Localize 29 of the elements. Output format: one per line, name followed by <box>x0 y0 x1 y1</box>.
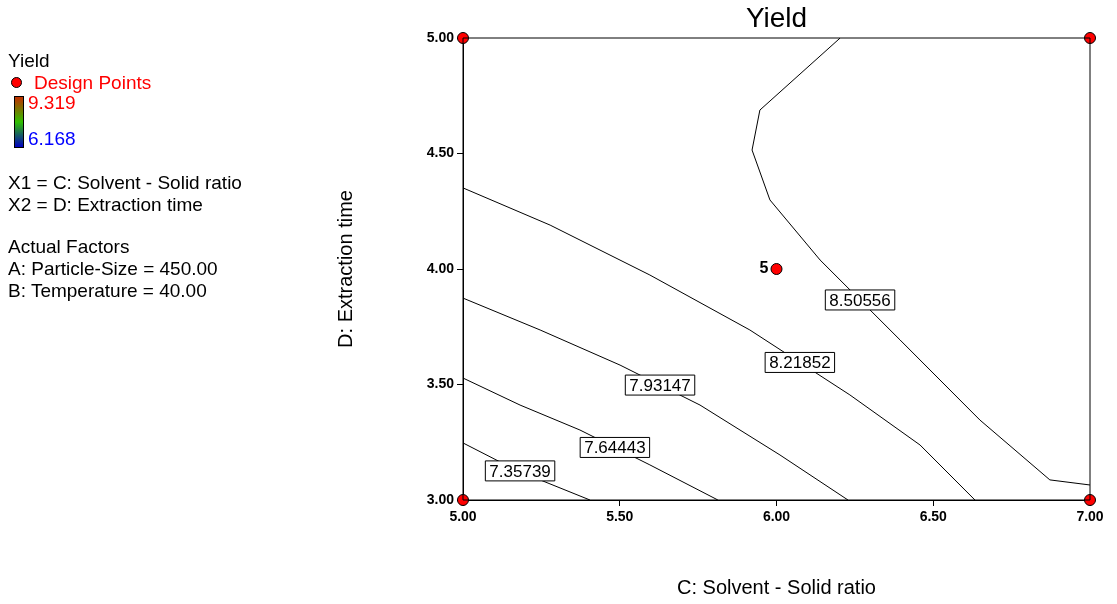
y-tick-label: 5.00 <box>426 28 455 45</box>
series-label: 7.64443 <box>584 438 646 458</box>
x-tick-label: 6.50 <box>919 508 948 525</box>
series-label: 8.50556 <box>829 290 891 310</box>
x-tick-label: 6.00 <box>762 508 791 525</box>
legend-title: Yield <box>8 50 51 72</box>
y-tick-label: 3.50 <box>426 375 455 392</box>
series-label: 8.21852 <box>769 353 831 373</box>
text: X1 = C: Solvent - Solid ratio <box>8 172 242 194</box>
text: A: Particle-Size = 450.00 <box>8 258 219 280</box>
x-tick-label: 7.00 <box>1076 508 1104 525</box>
y-tick-label: 3.00 <box>426 490 455 507</box>
y-axis-title: D: Extraction time <box>333 190 356 348</box>
text: 6.168 <box>28 128 76 150</box>
series-label: 7.93147 <box>629 375 691 395</box>
series-label: 7.35739 <box>489 461 551 481</box>
chart-title: Yield <box>744 2 809 34</box>
text: X2 = D: Extraction time <box>8 194 204 216</box>
y-tick-label: 4.00 <box>426 259 455 276</box>
point <box>770 263 783 275</box>
x-axis-title: C: Solvent - Solid ratio <box>677 575 876 598</box>
text: B: Temperature = 40.00 <box>8 280 208 302</box>
y-tick-label: 4.50 <box>426 144 455 161</box>
text: Actual Factors <box>8 236 131 258</box>
annotation: 5 <box>759 259 769 277</box>
x-tick-label: 5.00 <box>449 508 477 525</box>
legend-label: Design Points <box>33 72 153 94</box>
x-tick-label: 5.50 <box>606 508 634 525</box>
text: 9.319 <box>28 92 76 114</box>
